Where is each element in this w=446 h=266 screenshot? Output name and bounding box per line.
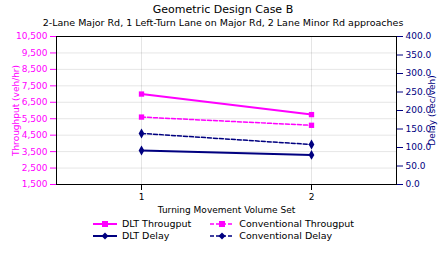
svg-text:350.0: 350.0 (406, 50, 432, 60)
svg-text:3,500: 3,500 (22, 146, 48, 156)
html-text:Conventional Delay: Conventional Delay (239, 230, 333, 241)
svg-text:150.0: 150.0 (405, 123, 432, 134)
html-text:DLT Delay: DLT Delay (122, 230, 170, 241)
svg-text:2,500: 2,500 (22, 163, 48, 173)
svg-text:10,500: 10,500 (16, 31, 48, 41)
html-text:Geometric Design Case B: Geometric Design Case B (152, 3, 294, 16)
svg-text:2: 2 (309, 192, 315, 202)
svg-text:0.0: 0.0 (406, 179, 421, 189)
svg-text:300.0: 300.0 (405, 68, 432, 79)
svg-text:Turning Movement Volume Set: Turning Movement Volume Set (157, 205, 296, 215)
svg-text:8,500: 8,500 (22, 64, 48, 74)
svg-text:9,500: 9,500 (22, 48, 48, 58)
svg-text:7,500: 7,500 (22, 81, 48, 91)
svg-text:6,500: 6,500 (22, 97, 48, 107)
svg-text:1: 1 (139, 192, 145, 202)
svg-text:1,500: 1,500 (22, 179, 48, 189)
svg-text:250.0: 250.0 (405, 86, 432, 97)
svg-text:200.0: 200.0 (405, 105, 432, 116)
svg-text:400.0: 400.0 (406, 31, 432, 41)
html-text:2-Lane Major Rd, 1 Left-Turn L: 2-Lane Major Rd, 1 Left-Turn Lane on Maj… (42, 17, 404, 28)
html-text:DLT Througput: DLT Througput (122, 218, 192, 229)
svg-text:5,500: 5,500 (22, 114, 48, 124)
svg-text:100.0: 100.0 (405, 142, 432, 153)
svg-text:4,500: 4,500 (22, 130, 48, 140)
svg-text:Delay (sec/veh): Delay (sec/veh) (427, 75, 437, 145)
svg-text:50.0: 50.0 (406, 161, 426, 171)
svg-text:Throughput (veh/hr): Throughput (veh/hr) (11, 65, 21, 157)
html-text:Conventional Througput: Conventional Througput (239, 218, 354, 229)
